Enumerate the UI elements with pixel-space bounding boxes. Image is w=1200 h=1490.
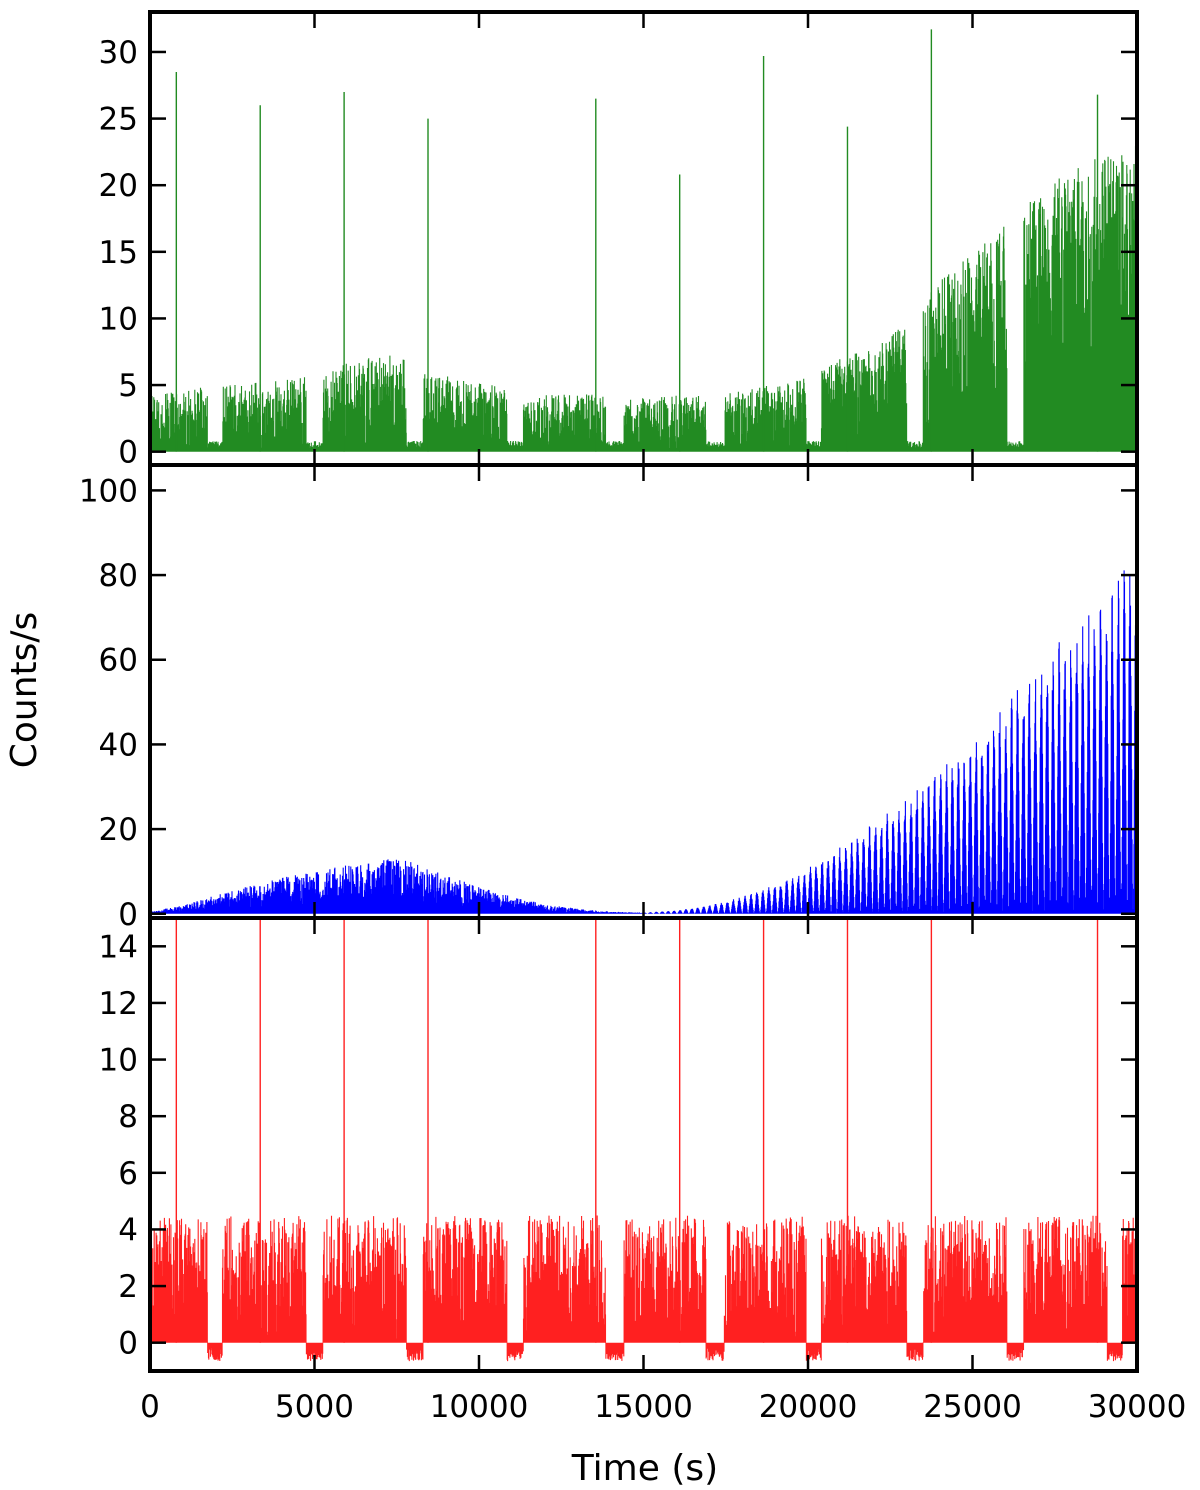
y-tick-label-bottom: 14 bbox=[99, 929, 138, 965]
x-axis-label: Time (s) bbox=[571, 1448, 718, 1489]
y-axis-label: Counts/s bbox=[4, 612, 45, 769]
x-tick-label: 15000 bbox=[594, 1389, 693, 1425]
y-tick-label-middle: 20 bbox=[99, 812, 138, 848]
y-tick-label-middle: 80 bbox=[99, 558, 138, 594]
y-tick-label-middle: 0 bbox=[118, 897, 138, 933]
y-tick-label-bottom: 0 bbox=[118, 1326, 138, 1362]
y-tick-label-bottom: 12 bbox=[99, 986, 138, 1022]
x-tick-label: 20000 bbox=[759, 1389, 858, 1425]
y-tick-label-bottom: 10 bbox=[99, 1043, 138, 1079]
y-tick-label-top: 10 bbox=[99, 301, 138, 337]
x-tick-label: 5000 bbox=[275, 1389, 354, 1425]
y-tick-label-middle: 60 bbox=[99, 643, 138, 679]
x-tick-label: 30000 bbox=[1088, 1389, 1187, 1425]
y-tick-label-bottom: 6 bbox=[118, 1156, 138, 1192]
panel-middle: 0 20 40 60 80 100 bbox=[79, 463, 1139, 933]
y-tick-label-top: 20 bbox=[99, 168, 138, 204]
x-tick-label: 10000 bbox=[430, 1389, 529, 1425]
panel-bottom: 0 2 4 6 8 10 12 14 0 5000 10000 15000 20000 25000 3000… bbox=[99, 916, 1187, 1425]
y-tick-label-top: 15 bbox=[99, 235, 138, 271]
y-tick-label-middle: 40 bbox=[99, 727, 138, 763]
y-tick-label-top: 25 bbox=[99, 102, 138, 138]
series-trace-middle bbox=[150, 560, 1137, 914]
y-tick-label-bottom: 8 bbox=[118, 1099, 138, 1135]
series-trace-bottom bbox=[150, 1215, 1137, 1362]
x-tick-label: 0 bbox=[140, 1389, 160, 1425]
y-tick-label-middle: 100 bbox=[79, 473, 138, 509]
y-tick-label-top: 0 bbox=[118, 435, 138, 471]
y-tick-label-bottom: 4 bbox=[118, 1212, 138, 1248]
panel-top: 0 5 10 15 20 25 30 bbox=[99, 10, 1139, 471]
y-tick-label-bottom: 2 bbox=[118, 1269, 138, 1305]
y-tick-label-top: 30 bbox=[99, 35, 138, 71]
x-tick-label: 25000 bbox=[923, 1389, 1022, 1425]
y-tick-label-top: 5 bbox=[118, 368, 138, 404]
series-trace-top bbox=[150, 146, 1137, 452]
